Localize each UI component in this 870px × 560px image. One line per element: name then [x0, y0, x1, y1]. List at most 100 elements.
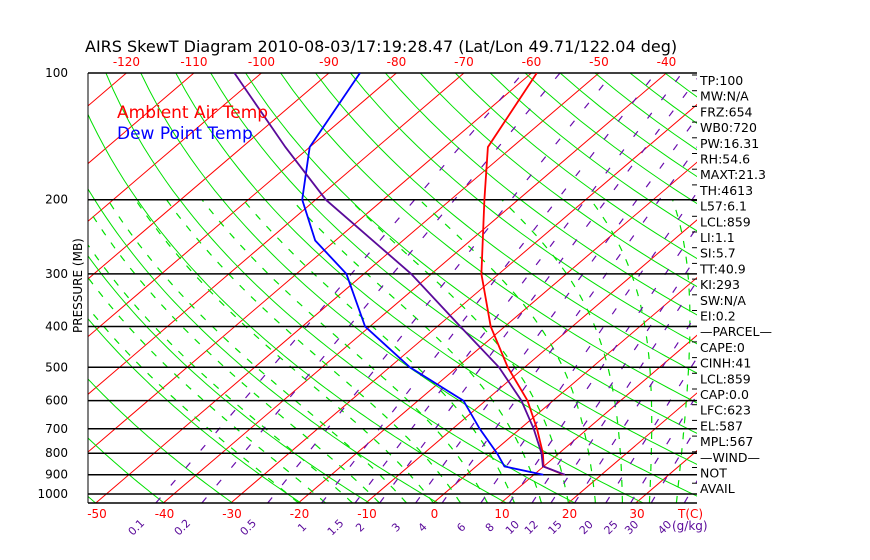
dry-adiabat-line [88, 113, 507, 503]
sounding-index-item: EL:587 [700, 418, 743, 433]
legend-dew-point-temp: Dew Point Temp [117, 124, 253, 144]
parcel-profile-line [233, 73, 566, 476]
pressure-tick-label: 1000 [37, 487, 68, 501]
isotherm-line [230, 103, 697, 503]
sounding-index-item: CAPE:0 [700, 340, 745, 355]
pressure-tick-label: 400 [45, 319, 68, 333]
top-temp-tick-label: -60 [522, 55, 542, 69]
top-temp-tick-label: -80 [387, 55, 407, 69]
sounding-index-item: FRZ:654 [700, 104, 753, 119]
y-axis-label: PRESSURE (MB) [71, 238, 85, 333]
bottom-temp-tick-label: 30 [629, 507, 644, 521]
isotherm-line [88, 73, 127, 107]
moist-adiabat-line [349, 199, 569, 503]
sounding-index-item: TP:100 [699, 73, 743, 88]
sounding-index-item: WB0:720 [700, 120, 757, 135]
sounding-index-item: —WIND— [700, 450, 760, 465]
dry-adiabat-line [105, 73, 575, 503]
mixing-ratio-unit-label: (g/kg) [672, 519, 708, 533]
sounding-index-item: MPL:567 [700, 434, 753, 449]
moist-adiabat-line [107, 199, 407, 503]
dry-adiabat-line [454, 73, 697, 260]
sounding-index-item: PW:16.31 [700, 136, 759, 151]
isotherm-line [298, 161, 697, 503]
dry-adiabat-line [770, 73, 870, 503]
top-temp-tick-label: -110 [180, 55, 207, 69]
sounding-index-item: MW:N/A [700, 89, 749, 104]
sounding-index-item: KI:293 [700, 277, 740, 292]
isotherm-line [88, 73, 532, 453]
dry-adiabat-line [140, 73, 644, 503]
mixing-ratio-label: 1.5 [325, 517, 347, 539]
moist-adiabat-line [88, 276, 326, 503]
pressure-tick-label: 600 [45, 394, 68, 408]
dewpoint-profile-line [301, 73, 544, 476]
dry-adiabat-line [489, 73, 697, 232]
bottom-temp-tick-label: 0 [431, 507, 439, 521]
background-grid [0, 73, 870, 503]
pressure-lines [87, 72, 697, 504]
isotherm-line [88, 73, 330, 280]
top-temp-tick-label: -90 [319, 55, 339, 69]
dry-adiabat-line [175, 73, 697, 497]
moist-adiabat-line [88, 306, 299, 503]
pressure-tick-label: 300 [45, 267, 68, 281]
isotherm-line [88, 73, 397, 338]
bottom-temp-tick-label: 20 [562, 507, 577, 521]
isotherm-line [95, 73, 600, 503]
isotherm-line [88, 73, 465, 395]
dry-adiabat-line [88, 437, 165, 503]
isotherm-line [163, 73, 667, 503]
legend-ambient-air-temp: Ambient Air Temp [117, 103, 268, 123]
moist-adiabat-line [501, 199, 624, 503]
dry-adiabat-line [88, 188, 439, 503]
pressure-tick-label: 900 [45, 468, 68, 482]
moist-adiabat-line [419, 199, 596, 503]
isotherm-line [500, 334, 697, 503]
mixing-ratio-line [155, 73, 524, 503]
sounding-index-item: SW:N/A [700, 293, 746, 308]
sounding-index-item: SI:5.7 [700, 246, 736, 261]
mixing-ratio-label: 12 [522, 518, 541, 537]
dry-adiabat-line [385, 73, 697, 316]
mixing-ratio-label: 4 [416, 520, 430, 534]
sounding-index-item: TH:4613 [699, 183, 753, 198]
mixing-ratio-label: 2 [353, 520, 367, 534]
isotherm-line [771, 73, 870, 503]
sounding-index-item: CAP:0.0 [700, 387, 749, 402]
pressure-tick-label: 100 [45, 66, 68, 80]
mixing-ratio-line [354, 73, 683, 503]
dry-adiabat-line [88, 255, 370, 503]
profile-series [233, 73, 566, 476]
isotherm-line [88, 73, 195, 165]
isotherm-line [365, 219, 697, 503]
sounding-index-item: LFC:623 [700, 403, 751, 418]
dry-adiabat-line [88, 378, 233, 503]
bottom-temp-tick-label: 10 [494, 507, 509, 521]
temperature-profile-line [480, 73, 564, 476]
mixing-ratio-label: 3 [389, 520, 403, 534]
mixing-ratio-line [267, 73, 614, 503]
bottom-temp-tick-label: -30 [222, 507, 242, 521]
sounding-index-item: LCL:859 [700, 214, 751, 229]
sounding-index-item: LI:1.1 [700, 230, 735, 245]
moist-adiabat-line [201, 199, 488, 503]
mixing-ratio-line [550, 280, 697, 503]
pressure-tick-label: 700 [45, 422, 68, 436]
top-temp-tick-label: -40 [657, 55, 677, 69]
sounding-indices-panel: TP:100MW:N/AFRZ:654WB0:720PW:16.31RH:54.… [692, 73, 772, 496]
mixing-ratio-label: 6 [454, 520, 468, 534]
dry-adiabat-line [805, 73, 870, 503]
sounding-index-item: L57:6.1 [700, 199, 747, 214]
isotherm-line [568, 392, 697, 503]
sounding-index-item: CINH:41 [700, 356, 751, 371]
dry-adiabat-line [0, 73, 27, 503]
mixing-ratio-line [415, 116, 697, 503]
dry-adiabat-line [840, 73, 870, 503]
mixing-ratio-line [201, 73, 561, 503]
top-temp-tick-label: -70 [454, 55, 474, 69]
sounding-index-item: TT:40.9 [699, 261, 746, 276]
moist-adiabat-line [242, 199, 515, 503]
isotherm-line [88, 73, 262, 222]
